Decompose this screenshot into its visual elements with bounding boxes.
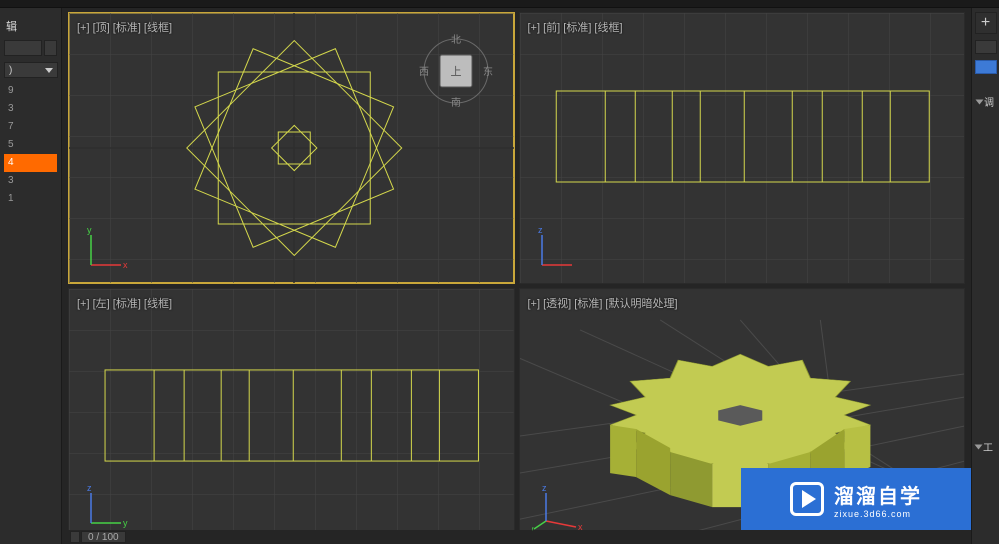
chevron-down-icon xyxy=(975,444,983,449)
rollout-header-1[interactable]: 调 xyxy=(977,94,994,109)
svg-text:y: y xyxy=(123,518,128,528)
svg-text:z: z xyxy=(87,483,92,493)
viewport-top[interactable]: [+] [顶] [标准] [线框] xyxy=(68,12,515,284)
menu-bar xyxy=(0,0,999,8)
axis-gizmo-xyz: x y z xyxy=(532,483,588,533)
viewcube-south: 南 xyxy=(451,96,461,109)
axis-gizmo-xz: z xyxy=(532,225,582,275)
axis-gizmo-xy: x y xyxy=(81,225,131,275)
viewcube-north: 北 xyxy=(451,34,461,46)
axis-z-label: z xyxy=(538,225,543,235)
status-bar: 0 / 100 xyxy=(62,530,971,544)
watermark-title: 溜溜自学 xyxy=(834,480,922,509)
watermark: 溜溜自学 zixue.3d66.com xyxy=(741,468,971,530)
list-item[interactable]: 7 xyxy=(4,118,57,136)
play-icon xyxy=(790,482,824,516)
axis-x-label: x xyxy=(123,260,128,270)
chevron-down-icon xyxy=(45,68,53,73)
left-panel: 辑 ) 9 3 7 5 4 3 1 xyxy=(0,8,62,544)
left-panel-title: 辑 xyxy=(6,18,55,34)
viewcube-face: 上 xyxy=(450,65,461,78)
list-item[interactable]: 3 xyxy=(4,100,57,118)
list-item-active[interactable]: 4 xyxy=(4,154,57,172)
list-item[interactable]: 1 xyxy=(4,190,57,208)
main-layout: 辑 ) 9 3 7 5 4 3 1 [+] [顶] [标准] [线框] xyxy=(0,8,999,544)
viewport-label[interactable]: [+] [顶] [标准] [线框] xyxy=(77,19,172,35)
time-prev-button[interactable] xyxy=(70,531,80,543)
viewcube-west: 西 xyxy=(419,67,429,78)
viewcube[interactable]: 上 北 南 西 东 xyxy=(418,33,494,112)
viewcube-east: 东 xyxy=(483,65,493,78)
watermark-subtitle: zixue.3d66.com xyxy=(834,509,922,519)
left-list: 9 3 7 5 4 3 1 xyxy=(4,82,57,208)
viewport-quad: [+] [顶] [标准] [线框] xyxy=(62,8,971,544)
viewport-front[interactable]: [+] [前] [标准] [线框] xyxy=(519,12,966,284)
left-input-button[interactable] xyxy=(44,40,57,56)
axis-gizmo-yz: y z xyxy=(81,483,131,533)
list-item[interactable]: 5 xyxy=(4,136,57,154)
viewport-label[interactable]: [+] [透视] [标准] [默认明暗处理] xyxy=(528,295,678,311)
chevron-down-icon xyxy=(976,99,984,104)
left-input-row xyxy=(4,40,57,56)
plus-icon: + xyxy=(981,14,990,32)
svg-text:x: x xyxy=(578,522,583,532)
list-item[interactable]: 3 xyxy=(4,172,57,190)
list-item[interactable]: 9 xyxy=(4,82,57,100)
right-panel: + 调 工 xyxy=(971,8,999,544)
wireframe-left xyxy=(69,289,514,541)
right-field[interactable] xyxy=(975,40,997,54)
viewport-label[interactable]: [+] [前] [标准] [线框] xyxy=(528,19,623,35)
left-dropdown-value: ) xyxy=(9,65,12,76)
axis-y-label: y xyxy=(87,225,92,235)
viewport-label[interactable]: [+] [左] [标准] [线框] xyxy=(77,295,172,311)
viewport-left[interactable]: [+] [左] [标准] [线框] xyxy=(68,288,515,542)
wireframe-front xyxy=(520,13,965,283)
add-button[interactable]: + xyxy=(975,12,997,34)
rollout-header-2[interactable]: 工 xyxy=(976,439,993,454)
left-text-input[interactable] xyxy=(4,40,42,56)
svg-text:z: z xyxy=(542,483,547,493)
left-dropdown[interactable]: ) xyxy=(4,62,58,78)
right-field-active[interactable] xyxy=(975,60,997,74)
